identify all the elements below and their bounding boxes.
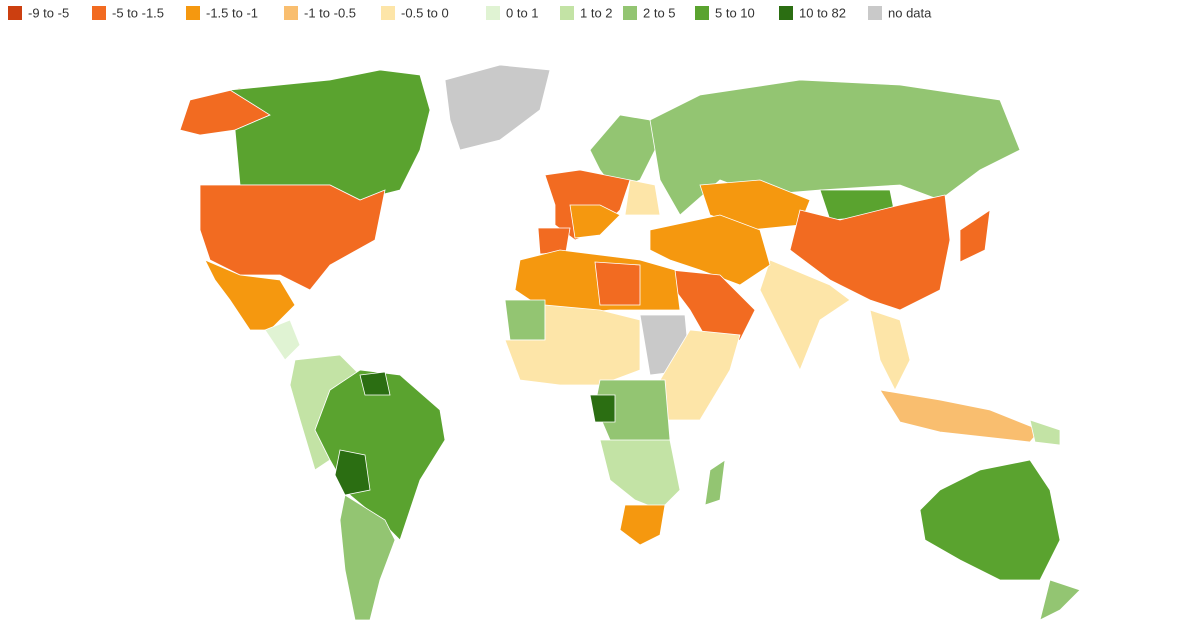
legend-label: 2 to 5 (643, 5, 676, 20)
country (444, 64, 551, 151)
country (959, 209, 991, 263)
country (624, 179, 661, 216)
country (1029, 419, 1061, 446)
legend-swatch (186, 6, 200, 20)
legend-swatch (623, 6, 637, 20)
legend-swatch (779, 6, 793, 20)
country (869, 309, 911, 391)
country (759, 259, 851, 371)
country (879, 389, 1041, 443)
legend-label: -9 to -5 (28, 5, 69, 20)
country (359, 371, 391, 396)
country (704, 459, 726, 506)
legend-label: 1 to 2 (580, 5, 613, 20)
country (569, 204, 621, 239)
country (504, 299, 546, 341)
country (264, 319, 301, 361)
legend-swatch (8, 6, 22, 20)
country (504, 304, 641, 386)
legend-swatch (284, 6, 298, 20)
country (1039, 579, 1081, 621)
country (599, 439, 681, 511)
countries (179, 64, 1081, 621)
country (199, 184, 386, 291)
country (789, 194, 951, 311)
legend-label: -5 to -1.5 (112, 5, 164, 20)
legend-label: -0.5 to 0 (401, 5, 449, 20)
country (537, 227, 571, 255)
legend-label: no data (888, 5, 932, 20)
country (594, 261, 641, 306)
legend-swatch (92, 6, 106, 20)
legend-swatch (560, 6, 574, 20)
legend-swatch (868, 6, 882, 20)
legend-label: 10 to 82 (799, 5, 846, 20)
legend-swatch (381, 6, 395, 20)
country (589, 114, 661, 191)
legend: -9 to -5 -5 to -1.5 -1.5 to -1 -1 to -0.5 -0… (8, 5, 932, 20)
country (649, 214, 771, 286)
country (619, 504, 666, 546)
legend-swatch (486, 6, 500, 20)
legend-label: -1 to -0.5 (304, 5, 356, 20)
country (334, 449, 371, 496)
legend-swatch (695, 6, 709, 20)
country (339, 494, 396, 621)
country (919, 459, 1061, 581)
country (228, 69, 431, 201)
country (314, 369, 446, 541)
legend-label: -1.5 to -1 (206, 5, 258, 20)
legend-label: 5 to 10 (715, 5, 755, 20)
country (589, 394, 616, 423)
legend-label: 0 to 1 (506, 5, 539, 20)
